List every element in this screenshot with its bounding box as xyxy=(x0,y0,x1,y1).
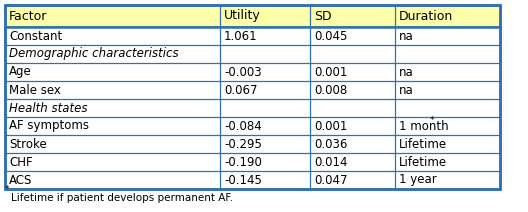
Text: Stroke: Stroke xyxy=(9,138,47,151)
Text: 0.014: 0.014 xyxy=(314,155,347,169)
Text: Health states: Health states xyxy=(9,102,88,114)
Text: Lifetime: Lifetime xyxy=(399,155,447,169)
Text: 0.001: 0.001 xyxy=(314,120,347,132)
Text: -0.084: -0.084 xyxy=(224,120,262,132)
Bar xyxy=(5,153,500,171)
Bar xyxy=(5,135,500,153)
Text: Male sex: Male sex xyxy=(9,84,61,96)
Text: 0.047: 0.047 xyxy=(314,173,347,187)
Text: na: na xyxy=(399,84,414,96)
Text: 0.008: 0.008 xyxy=(314,84,347,96)
Text: Constant: Constant xyxy=(9,29,62,42)
Text: 0.045: 0.045 xyxy=(314,29,347,42)
Bar xyxy=(5,5,500,27)
Text: *: * xyxy=(5,185,10,194)
Text: Factor: Factor xyxy=(9,10,48,22)
Text: -0.003: -0.003 xyxy=(224,66,262,78)
Bar xyxy=(5,99,500,117)
Text: -0.190: -0.190 xyxy=(224,155,262,169)
Text: -0.145: -0.145 xyxy=(224,173,262,187)
Text: 0.001: 0.001 xyxy=(314,66,347,78)
Text: AF symptoms: AF symptoms xyxy=(9,120,89,132)
Text: 0.036: 0.036 xyxy=(314,138,347,151)
Text: Demographic characteristics: Demographic characteristics xyxy=(9,47,178,60)
Text: 1.061: 1.061 xyxy=(224,29,258,42)
Text: SD: SD xyxy=(314,10,332,22)
Text: *: * xyxy=(430,116,435,126)
Text: Lifetime if patient develops permanent AF.: Lifetime if patient develops permanent A… xyxy=(11,193,233,203)
Text: -0.295: -0.295 xyxy=(224,138,262,151)
Bar xyxy=(5,63,500,81)
Bar xyxy=(5,171,500,189)
Bar xyxy=(5,45,500,63)
Bar xyxy=(5,27,500,189)
Text: 1 year: 1 year xyxy=(399,173,437,187)
Bar xyxy=(5,5,500,27)
Text: Age: Age xyxy=(9,66,32,78)
Text: Utility: Utility xyxy=(224,10,261,22)
Text: Lifetime: Lifetime xyxy=(399,138,447,151)
Bar xyxy=(5,27,500,45)
Text: Duration: Duration xyxy=(399,10,453,22)
Bar xyxy=(5,117,500,135)
Bar xyxy=(5,81,500,99)
Text: CHF: CHF xyxy=(9,155,33,169)
Text: 1 month: 1 month xyxy=(399,120,449,132)
Bar xyxy=(5,5,500,189)
Text: 0.067: 0.067 xyxy=(224,84,258,96)
Text: na: na xyxy=(399,29,414,42)
Text: ACS: ACS xyxy=(9,173,32,187)
Text: na: na xyxy=(399,66,414,78)
